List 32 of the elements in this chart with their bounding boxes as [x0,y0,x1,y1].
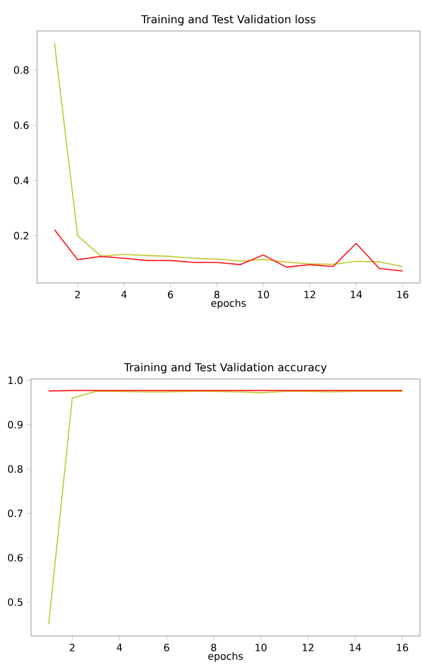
x-tick-label: 6 [168,290,174,298]
x-tick-label: 8 [211,644,216,652]
line-series [54,42,404,268]
y-tick-label: 0.9 [8,420,23,428]
y-tick-label: 0.6 [8,554,23,562]
x-tick-label: 14 [350,290,362,298]
x-tick-label: 16 [397,290,408,298]
x-tick-label: 4 [121,290,127,298]
x-tick-label: 10 [256,644,267,652]
x-axis-title: epochs [208,652,243,662]
x-tick-label: 14 [350,644,361,652]
x-tick-label: 2 [70,644,74,652]
x-axis-title: epochs [211,299,246,309]
chart-title: Training and Test Validation accuracy [124,362,327,374]
x-tick-label: 12 [302,644,314,652]
x-tick-label: 6 [164,644,170,652]
y-tick-label: 0.8 [8,465,23,473]
y-tick-label: 0.2 [14,232,28,240]
y-tick-label: 1.0 [8,376,23,384]
x-tick-label: 4 [116,644,122,652]
x-tick-label: 10 [258,290,270,298]
x-tick-label: 12 [304,290,316,298]
y-tick-label: 0.5 [8,598,22,606]
line-series [54,228,404,272]
y-tick-label: 0.8 [14,66,29,74]
y-tick-label: 0.6 [14,121,29,130]
chart-title: Training and Test Validation loss [141,14,316,26]
x-tick-label: 8 [214,290,220,298]
x-tick-label: 16 [397,644,408,652]
x-tick-label: 2 [75,290,80,298]
y-tick-label: 0.4 [14,176,29,184]
y-tick-label: 0.7 [8,510,22,518]
